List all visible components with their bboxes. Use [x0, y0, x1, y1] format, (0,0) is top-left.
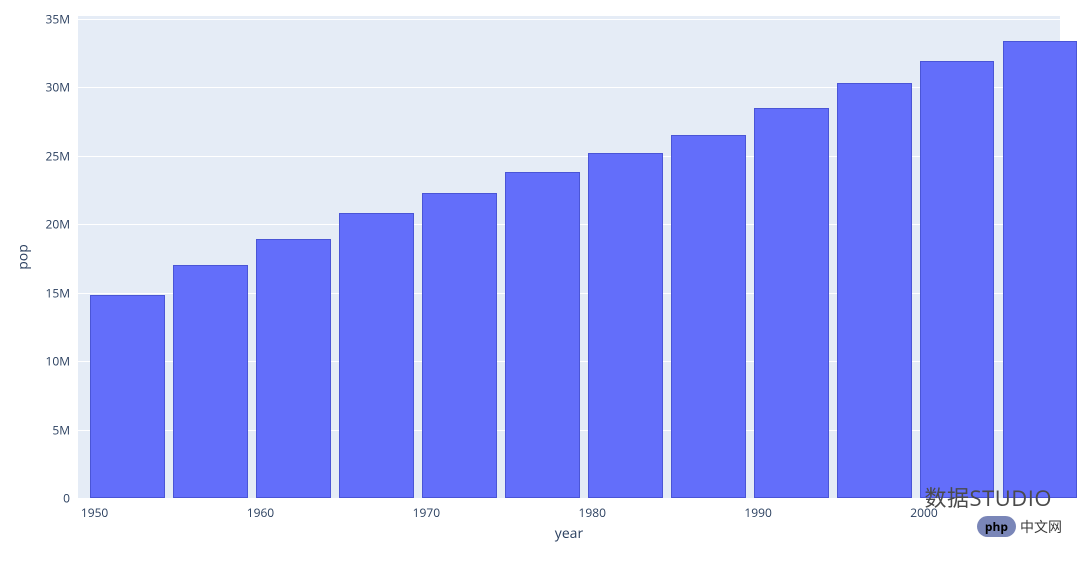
- gridline: [78, 156, 1060, 157]
- bar[interactable]: [920, 61, 995, 498]
- bar[interactable]: [422, 193, 497, 498]
- bar[interactable]: [90, 295, 165, 498]
- x-tick-label: 1960: [247, 498, 274, 521]
- bar[interactable]: [837, 83, 912, 498]
- watermark-php: php 中文网: [977, 516, 1062, 537]
- y-tick-label: 35M: [45, 10, 78, 27]
- php-text: 中文网: [1020, 517, 1062, 537]
- bar-chart: pop year 0 5M 10M 15M 20M 25M 30M 35M 1950 1960 19…: [0, 0, 1080, 567]
- bar[interactable]: [339, 213, 414, 498]
- watermark-studio-text: 数据STUDIO: [925, 483, 1052, 513]
- watermark-studio: 数据STUDIO: [925, 481, 1052, 513]
- bar[interactable]: [173, 265, 248, 498]
- php-badge: php: [977, 516, 1016, 537]
- x-tick-label: 1970: [413, 498, 440, 521]
- x-axis-title: year: [555, 524, 583, 543]
- bar[interactable]: [754, 108, 829, 498]
- y-tick-label: 0: [63, 490, 78, 507]
- y-tick-label: 5M: [52, 421, 78, 438]
- bar[interactable]: [671, 135, 746, 498]
- x-tick-label: 1980: [578, 498, 605, 521]
- bar[interactable]: [588, 153, 663, 498]
- gridline: [78, 19, 1060, 20]
- bar[interactable]: [256, 239, 331, 498]
- y-tick-label: 10M: [45, 353, 78, 370]
- y-tick-label: 20M: [45, 216, 78, 233]
- y-axis-title: pop: [14, 244, 33, 270]
- y-tick-label: 25M: [45, 147, 78, 164]
- y-tick-label: 30M: [45, 79, 78, 96]
- x-tick-label: 1990: [744, 498, 771, 521]
- y-tick-label: 15M: [45, 284, 78, 301]
- gridline: [78, 87, 1060, 88]
- bar[interactable]: [1003, 41, 1078, 498]
- plot-area: pop year 05M10M15M20M25M30M35M1950196019…: [78, 16, 1060, 498]
- bar[interactable]: [505, 172, 580, 498]
- x-tick-label: 1950: [81, 498, 108, 521]
